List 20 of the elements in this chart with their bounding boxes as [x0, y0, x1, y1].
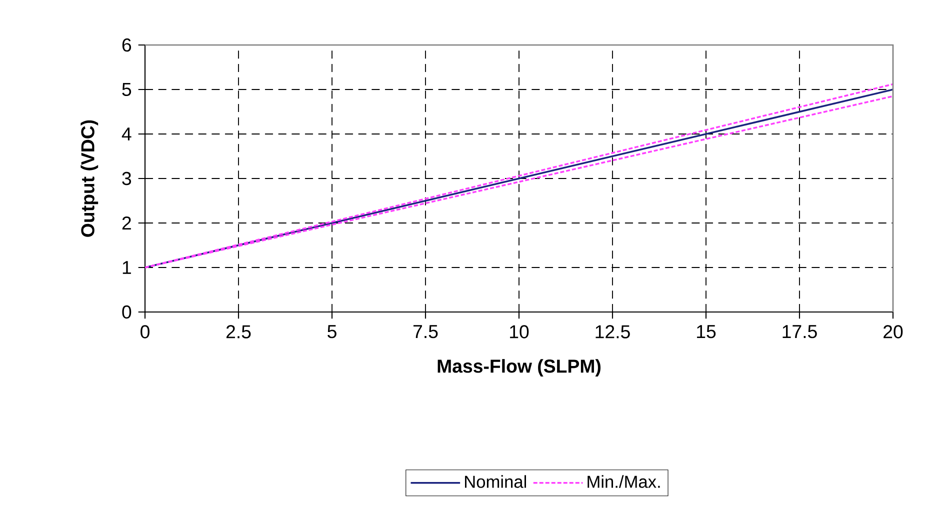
x-tick-label: 2.5: [226, 325, 251, 338]
x-tick-label: 15: [697, 325, 716, 338]
x-tick-label: 10: [510, 325, 529, 338]
y-tick-label: 2: [122, 216, 131, 230]
y-tick-label: 3: [122, 172, 132, 186]
x-axis-title: Mass-Flow (SLPM): [438, 359, 601, 376]
x-tick-label: 0: [140, 325, 150, 338]
legend-label: Nominal: [465, 475, 526, 488]
x-tick-label: 20: [884, 325, 903, 338]
y-tick-label: 4: [122, 128, 132, 140]
x-tick-label: 7.5: [413, 325, 438, 338]
y-tick-label: 0: [122, 305, 132, 319]
x-tick-label: 12.5: [596, 325, 630, 338]
y-tick-label: 6: [122, 38, 132, 52]
y-tick-label: 1: [122, 261, 131, 274]
x-tick-label: 17.5: [782, 325, 817, 338]
y-tick-label: 5: [122, 82, 132, 96]
x-tick-label: 5: [328, 325, 336, 338]
y-axis-title: Output (VDC): [80, 120, 98, 237]
legend-label: Min./Max.: [588, 475, 660, 488]
